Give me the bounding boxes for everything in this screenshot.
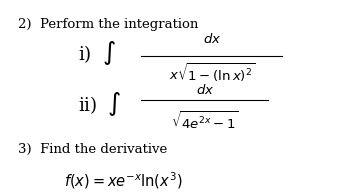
Text: 3)  Find the derivative: 3) Find the derivative [18, 143, 167, 156]
Text: $x\sqrt{1-(\mathrm{ln}\, x)^2}$: $x\sqrt{1-(\mathrm{ln}\, x)^2}$ [169, 61, 255, 84]
Text: $\sqrt{4e^{2x}-1}$: $\sqrt{4e^{2x}-1}$ [171, 111, 239, 132]
Text: i)  $\int$: i) $\int$ [78, 39, 116, 67]
Text: ii)  $\int$: ii) $\int$ [78, 90, 121, 118]
Text: $f(x) = xe^{-x}\mathrm{ln}(x^3)$: $f(x) = xe^{-x}\mathrm{ln}(x^3)$ [64, 170, 182, 191]
Text: $dx$: $dx$ [203, 32, 221, 46]
Text: 2)  Perform the integration: 2) Perform the integration [18, 18, 198, 31]
Text: $dx$: $dx$ [196, 83, 214, 97]
